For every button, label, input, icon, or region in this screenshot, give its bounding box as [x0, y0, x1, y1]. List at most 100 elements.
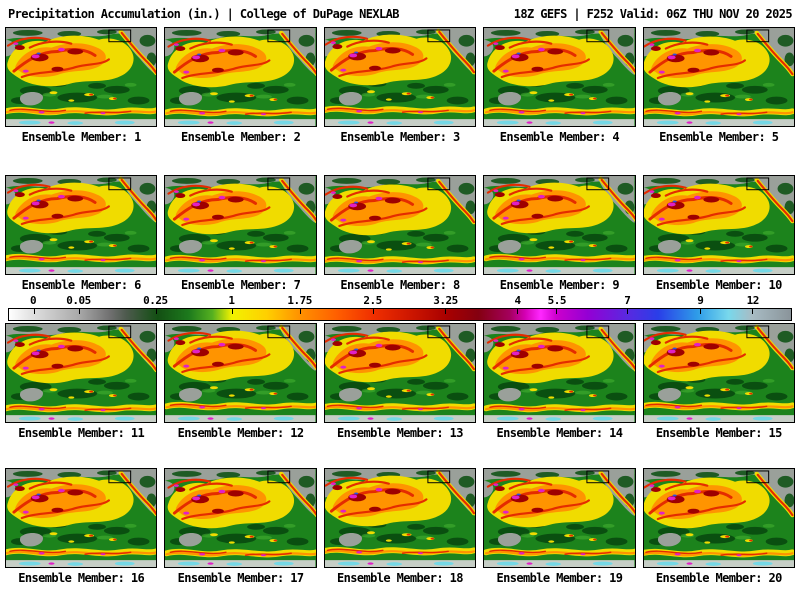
ensemble-member-label: Ensemble Member: 17: [177, 571, 304, 585]
inset-box: [427, 29, 450, 43]
antarctic-ice-patches: [178, 416, 295, 421]
australia-land: [498, 91, 522, 106]
map-panel-10: Ensemble Member: 10: [642, 175, 795, 293]
land-vegetation: [650, 470, 794, 508]
australia-land: [657, 387, 681, 402]
australia-land: [498, 532, 522, 547]
ensemble-member-label: Ensemble Member: 16: [18, 571, 145, 585]
map-panel-7: Ensemble Member: 7: [164, 175, 317, 293]
map-panel-18: Ensemble Member: 18: [323, 468, 477, 586]
map-panel-14: Ensemble Member: 14: [483, 323, 636, 441]
land-vegetation: [650, 325, 794, 363]
colorbar-tick-mark: [231, 309, 233, 314]
ocean-texture: [42, 523, 137, 540]
colorbar-tick-mark: [751, 309, 753, 314]
header-bar: Precipitation Accumulation (in.) | Colle…: [0, 0, 800, 24]
precipitation-field: [324, 178, 476, 265]
australia-land: [498, 239, 522, 254]
australia-land: [657, 239, 681, 254]
inset-box: [108, 177, 132, 191]
map-panel-15: Ensemble Member: 15: [642, 323, 795, 441]
colorbar-tick: 1: [228, 294, 235, 307]
ensemble-row-4: Ensemble Member: 16: [0, 468, 800, 586]
antarctic-ice-patches: [656, 416, 773, 421]
ensemble-member-label: Ensemble Member: 8: [340, 278, 460, 292]
precipitation-field: [165, 471, 316, 558]
colorbar-tick-mark: [445, 309, 447, 314]
land-vegetation: [331, 470, 476, 508]
colorbar-gradient: [8, 308, 792, 321]
precipitation-field: [324, 469, 476, 556]
precipitation-field: [643, 471, 794, 558]
precipitation-field: [6, 176, 157, 263]
precipitation-map: [164, 323, 317, 423]
antarctic-ice-patches: [178, 268, 295, 273]
ocean-texture: [520, 523, 615, 540]
precipitation-map: [642, 323, 795, 423]
colorbar-tick: 0.25: [143, 294, 168, 307]
australia-land: [19, 91, 43, 106]
australia-land: [338, 532, 362, 547]
precipitation-field: [6, 29, 157, 116]
ensemble-member-label: Ensemble Member: 12: [177, 426, 304, 440]
inset-box: [267, 177, 291, 191]
antarctic-ice-patches: [337, 268, 454, 273]
precipitation-map: [323, 175, 477, 275]
colorbar-tick: 12: [746, 294, 760, 307]
antarctic-ice-patches: [18, 561, 135, 566]
precipitation-map-svg: [165, 176, 316, 274]
precipitation-map-svg: [324, 469, 476, 567]
precipitation-map: [483, 175, 636, 275]
antarctic-ice-patches: [178, 120, 295, 125]
inset-box: [108, 470, 132, 484]
colorbar-tick-mark: [156, 309, 158, 314]
ensemble-row-3: Ensemble Member: 11: [0, 323, 800, 441]
precipitation-field: [643, 30, 794, 117]
ensemble-member-label: Ensemble Member: 6: [21, 278, 142, 292]
antarctic-ice-patches: [337, 561, 454, 566]
precipitation-map-svg: [643, 324, 794, 422]
page-title: Precipitation Accumulation (in.) | Colle…: [8, 7, 399, 21]
inset-box: [586, 470, 610, 484]
inset-box: [427, 470, 450, 484]
ensemble-member-label: Ensemble Member: 1: [21, 130, 142, 144]
land-vegetation: [12, 325, 157, 363]
precipitation-field: [484, 470, 635, 557]
colorbar-tick-mark: [626, 309, 628, 314]
colorbar-tick-mark: [372, 309, 374, 314]
ensemble-member-label: Ensemble Member: 7: [180, 278, 301, 292]
land-vegetation: [172, 470, 316, 508]
precipitation-map: [164, 27, 317, 127]
australia-land: [338, 91, 362, 106]
inset-box: [586, 177, 610, 191]
precipitation-field: [6, 470, 157, 557]
precipitation-field: [643, 324, 794, 411]
antarctic-ice-patches: [656, 561, 773, 566]
precipitation-map-svg: [324, 324, 476, 422]
antarctic-ice-patches: [337, 120, 454, 125]
ensemble-member-label: Ensemble Member: 10: [655, 278, 782, 292]
precipitation-map: [5, 175, 158, 275]
precipitation-map-svg: [6, 469, 157, 567]
antarctic-ice-patches: [18, 268, 135, 273]
map-panel-9: Ensemble Member: 9: [483, 175, 636, 293]
inset-box: [745, 29, 769, 43]
antarctic-ice-patches: [18, 416, 135, 421]
precipitation-map-svg: [484, 28, 635, 126]
map-panel-5: Ensemble Member: 5: [642, 27, 795, 145]
antarctic-ice-patches: [178, 561, 295, 566]
australia-land: [179, 387, 203, 402]
australia-land: [498, 387, 522, 402]
precipitation-map: [323, 468, 477, 568]
inset-box: [427, 177, 450, 191]
precipitation-map: [164, 468, 317, 568]
precipitation-map: [323, 323, 477, 423]
ocean-texture: [202, 378, 297, 395]
map-panel-1: Ensemble Member: 1: [5, 27, 158, 145]
australia-land: [338, 387, 362, 402]
colorbar-tick: 9: [697, 294, 704, 307]
antarctic-ice-patches: [18, 120, 135, 125]
precipitation-map: [642, 27, 795, 127]
antarctic-ice-patches: [497, 268, 613, 273]
australia-land: [657, 532, 681, 547]
